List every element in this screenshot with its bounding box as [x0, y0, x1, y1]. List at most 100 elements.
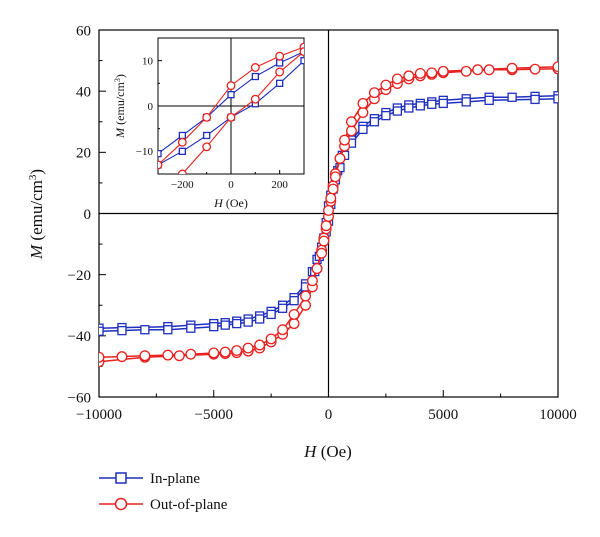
main-point-in-plane [140, 325, 150, 335]
main-point-out-of-plane [139, 350, 151, 362]
main-x-tick-label: 0 [325, 407, 333, 423]
legend-label-in-plane: In-plane [150, 471, 200, 487]
inset-y-tick-label: 0 [148, 101, 154, 113]
main-point-out-of-plane [316, 247, 328, 259]
legend-entry-in-plane: In-plane [99, 471, 200, 487]
main-point-out-of-plane [323, 204, 334, 216]
inset-y-axis-label: M (emu/cm3) [113, 74, 128, 139]
main-point-out-of-plane [403, 70, 415, 82]
main-point-in-plane [209, 322, 219, 332]
main-point-in-plane [553, 94, 558, 104]
inset-x-tick-label: 200 [271, 179, 288, 191]
inset-point-in-plane [203, 131, 211, 140]
inset-point-in-plane [178, 131, 186, 140]
inset-point-out-of-plane [154, 184, 162, 192]
main-point-out-of-plane [185, 348, 197, 360]
main-y-tick-label: 0 [84, 207, 92, 223]
main-point-in-plane [163, 325, 173, 335]
inset-point-out-of-plane [275, 67, 285, 77]
main-point-in-plane [117, 325, 127, 336]
inset-point-out-of-plane [177, 169, 187, 174]
main-point-out-of-plane [414, 67, 426, 79]
inset-x-tick-label: −200 [171, 179, 194, 191]
main-point-in-plane [392, 106, 403, 116]
inset-point-out-of-plane [275, 51, 285, 61]
main-x-tick-label: 10000 [539, 407, 577, 423]
main-point-out-of-plane [460, 65, 472, 77]
main-point-in-plane [232, 318, 242, 329]
main-y-tick-label: −60 [68, 390, 91, 406]
inset-point-out-of-plane [226, 112, 236, 122]
main-point-out-of-plane [277, 324, 289, 336]
main-point-out-of-plane [242, 342, 254, 354]
main-point-in-plane [289, 296, 299, 306]
main-point-out-of-plane [288, 318, 300, 330]
inset-series [154, 42, 304, 192]
main-point-in-plane [427, 99, 437, 109]
legend: In-plane Out-of-plane [99, 471, 228, 513]
main-point-out-of-plane [391, 73, 403, 85]
main-point-out-of-plane [472, 64, 484, 76]
main-point-out-of-plane [346, 116, 357, 128]
main-point-in-plane [186, 323, 196, 333]
main-point-in-plane [438, 98, 448, 109]
inset-y-tick-label: −10 [136, 146, 154, 158]
inset-point-in-plane [276, 59, 284, 67]
main-y-tick-label: −40 [68, 329, 91, 345]
inset-x-tick-label: 0 [228, 179, 234, 191]
main-y-tick-label: 60 [76, 23, 91, 39]
main-point-out-of-plane [173, 350, 185, 362]
main-point-out-of-plane [254, 339, 266, 351]
main-point-out-of-plane [357, 97, 369, 109]
main-point-in-plane [404, 103, 414, 113]
inset-point-out-of-plane [299, 47, 304, 57]
main-point-out-of-plane [318, 235, 330, 247]
main-point-out-of-plane [506, 62, 518, 74]
main-point-in-plane [461, 97, 471, 107]
main-point-in-plane [358, 124, 368, 135]
main-point-out-of-plane [329, 171, 341, 183]
main-point-out-of-plane [325, 192, 337, 204]
inset-ticks: −200 0 200 −10 0 10 [136, 37, 305, 191]
inset-x-axis-label: H (Oe) [213, 196, 248, 210]
inset-point-out-of-plane [202, 142, 212, 152]
main-point-out-of-plane [483, 64, 495, 76]
main-point-in-plane [220, 320, 230, 330]
main-point-in-plane [243, 317, 253, 327]
main-point-out-of-plane [311, 263, 323, 275]
main-x-tick-label: −10000 [76, 407, 122, 423]
inset-chart: −200 0 200 −10 0 10 H (Oe) M (emu/cm3) [113, 37, 305, 210]
main-point-in-plane [484, 95, 494, 105]
main-point-out-of-plane [320, 220, 332, 232]
main-point-in-plane [369, 117, 380, 127]
main-point-out-of-plane [99, 351, 105, 363]
main-point-out-of-plane [288, 308, 300, 320]
legend-square-marker-icon [115, 472, 127, 484]
main-point-out-of-plane [265, 333, 277, 345]
inset-point-out-of-plane [158, 160, 163, 170]
main-point-in-plane [530, 94, 540, 105]
main-point-out-of-plane [300, 299, 312, 311]
main-point-in-plane [507, 92, 517, 102]
main-point-out-of-plane [327, 183, 339, 195]
main-y-tick-label: 20 [76, 146, 91, 162]
inset-point-in-plane [276, 79, 284, 87]
main-point-out-of-plane [529, 63, 541, 75]
main-point-out-of-plane [339, 134, 351, 146]
inset-point-in-plane [178, 147, 186, 155]
main-x-tick-label: 5000 [428, 407, 458, 423]
main-point-out-of-plane [231, 345, 243, 356]
inset-point-in-plane [300, 57, 304, 65]
main-x-tick-label: −5000 [195, 407, 233, 423]
main-point-in-plane [99, 326, 104, 336]
main-point-in-plane [381, 110, 391, 121]
main-point-out-of-plane [426, 67, 438, 79]
main-point-out-of-plane [334, 152, 346, 164]
main-point-out-of-plane [208, 347, 220, 359]
main-point-in-plane [277, 303, 288, 313]
inset-point-out-of-plane [177, 137, 187, 147]
main-point-out-of-plane [346, 125, 357, 137]
